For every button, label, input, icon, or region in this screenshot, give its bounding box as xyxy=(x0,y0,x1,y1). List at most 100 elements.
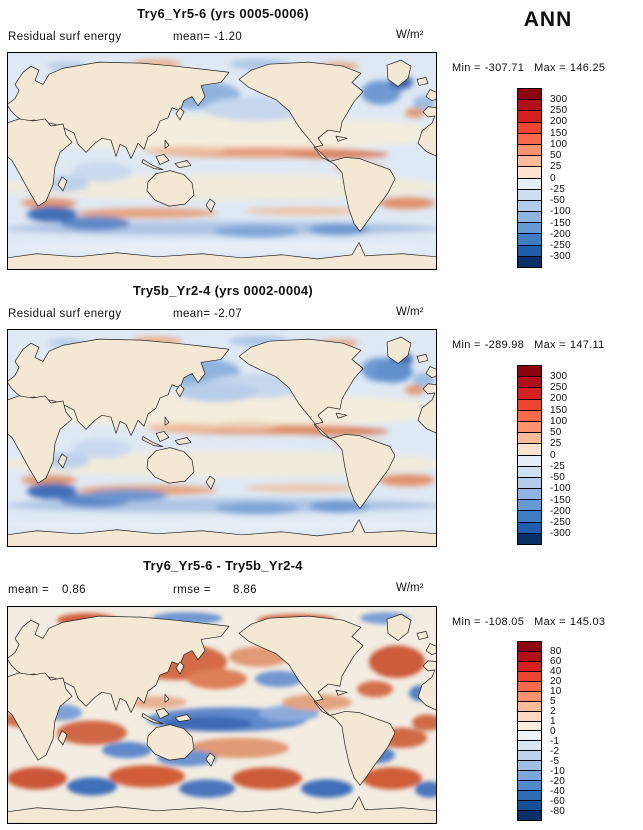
colorbar-segment xyxy=(518,244,541,256)
colorbar-segment xyxy=(518,780,541,791)
colorbar-segment xyxy=(518,700,541,711)
colorbar-segment xyxy=(518,99,541,111)
colorbar-segment xyxy=(518,211,541,223)
colorbar-segment xyxy=(518,420,541,433)
colorbar-tick-label: 150 xyxy=(550,404,568,416)
colorbar-segment xyxy=(518,177,541,189)
colorbar-segment xyxy=(518,642,541,651)
colorbar-segment xyxy=(518,199,541,212)
map-panel-3 xyxy=(7,606,437,824)
colorbar-segment xyxy=(518,233,541,245)
colorbar-tick-label: 80 xyxy=(550,645,562,657)
colorbar-tick-label: -150 xyxy=(550,217,571,229)
panel-2-minmax: Min = -289.98 Max = 147.11 xyxy=(452,339,609,351)
colorbar-segment xyxy=(518,255,541,267)
panel-1-mean-value: -1.20 xyxy=(214,31,243,43)
panel-3-minmax: Min = -108.05 Max = 145.03 xyxy=(452,616,609,628)
colorbar-segment xyxy=(518,398,541,410)
panel-3-rmse-label: rmse = xyxy=(173,584,211,596)
colorbar-tick-label: 25 xyxy=(550,438,562,450)
map-frame xyxy=(7,52,437,270)
colorbar-segment xyxy=(518,800,541,810)
panel-1-minmax: Min = -307.71 Max = 146.25 xyxy=(452,62,609,74)
colorbar-segment xyxy=(518,690,541,701)
colorbar-tick-label: -250 xyxy=(550,240,571,251)
colorbar-segment xyxy=(518,132,541,144)
colorbar-tick-label: 200 xyxy=(550,116,568,128)
map-panel-2 xyxy=(7,329,437,547)
colorbar-segment xyxy=(518,110,541,122)
colorbar-tick-label: -200 xyxy=(550,505,571,517)
colorbar-segment xyxy=(518,760,541,771)
colorbar-segment xyxy=(518,809,541,820)
max-label: Max = xyxy=(534,339,566,351)
max-value: 147.11 xyxy=(569,339,605,351)
colorbar-gradient xyxy=(517,365,542,545)
colorbar-segment xyxy=(518,366,541,377)
colorbar-tick-label: -60 xyxy=(550,795,566,807)
colorbar-segment xyxy=(518,730,541,741)
season-label: ANN xyxy=(523,8,573,31)
colorbar-segment xyxy=(518,121,541,133)
min-value: -289.98 xyxy=(484,339,525,351)
colorbar-tick-label: 40 xyxy=(550,665,562,677)
panel-1-field-label: Residual surf energy xyxy=(8,31,122,43)
colorbar-tick-label: -25 xyxy=(550,183,566,195)
panel-1-title: Try6_Yr5-6 (yrs 0005-0006) xyxy=(137,6,309,21)
colorbar-tick-label: -50 xyxy=(550,195,566,206)
panel-2-mean-label: mean= xyxy=(173,308,211,320)
colorbar-tick-label: 2 xyxy=(550,705,556,717)
colorbar-segment xyxy=(518,770,541,781)
colorbar-tick-label: -50 xyxy=(550,472,566,483)
colorbar-tick-label: -40 xyxy=(550,785,566,797)
colorbar-tick-label: -25 xyxy=(550,460,566,472)
colorbar-tick-label: 20 xyxy=(550,675,562,687)
panel-2-units: W/m² xyxy=(396,306,424,318)
colorbar-tick-label: -10 xyxy=(550,765,566,777)
colorbar-segment xyxy=(518,750,541,761)
colorbar-segment xyxy=(518,740,541,751)
colorbar-segment xyxy=(518,670,541,681)
panel-1-units: W/m² xyxy=(396,29,424,41)
colorbar-tick-label: -300 xyxy=(550,528,571,540)
colorbar-segment xyxy=(518,488,541,500)
min-value: -108.05 xyxy=(484,616,525,628)
colorbar-segment xyxy=(518,387,541,399)
colorbar-tick-label: 0 xyxy=(550,725,556,737)
colorbar-tick-label: -5 xyxy=(550,755,560,767)
colorbar-gradient xyxy=(517,88,542,268)
panel-3-mean-value: 0.86 xyxy=(62,584,86,596)
colorbar-segment xyxy=(518,409,541,421)
colorbar-tick-label: 10 xyxy=(550,685,562,697)
colorbar-tick-label: 300 xyxy=(550,370,568,382)
colorbar-tick-label: 50 xyxy=(550,150,562,161)
min-label: Min = xyxy=(452,616,481,628)
colorbar-tick-label: 50 xyxy=(550,427,562,438)
colorbar-segment xyxy=(518,143,541,156)
colorbar-tick-label: 100 xyxy=(550,138,568,150)
colorbar-tick-label: 250 xyxy=(550,105,568,116)
colorbar-segment xyxy=(518,521,541,533)
min-label: Min = xyxy=(452,339,481,351)
colorbar-segment xyxy=(518,499,541,511)
colorbar-tick-label: -20 xyxy=(550,775,566,787)
panel-3-colorbar: 80 60 40 20 10 5 2 1 0 -1 -2 -5 -10 -20 -40 -60 -80 xyxy=(517,641,597,821)
map-panel-1 xyxy=(7,52,437,270)
colorbar-segment xyxy=(518,710,541,721)
colorbar-tick-label: 250 xyxy=(550,382,568,393)
min-label: Min = xyxy=(452,62,481,74)
panel-3-mean-label: mean = xyxy=(8,584,50,596)
map-frame xyxy=(7,329,437,547)
colorbar-tick-label: -150 xyxy=(550,494,571,506)
panel-2-mean-value: -2.07 xyxy=(214,308,243,320)
max-value: 146.25 xyxy=(569,62,606,74)
panel-1-colorbar: 300 250 200 150 100 50 25 0 -25 -50 -100 -150 -200 -2… xyxy=(517,88,597,268)
colorbar-tick-label: -1 xyxy=(550,735,560,747)
colorbar-tick-label: 5 xyxy=(550,695,556,707)
colorbar-tick-label: 1 xyxy=(550,715,556,727)
colorbar-segment xyxy=(518,532,541,544)
colorbar-segment xyxy=(518,454,541,466)
colorbar-segment xyxy=(518,465,541,477)
colorbar-segment xyxy=(518,222,541,234)
